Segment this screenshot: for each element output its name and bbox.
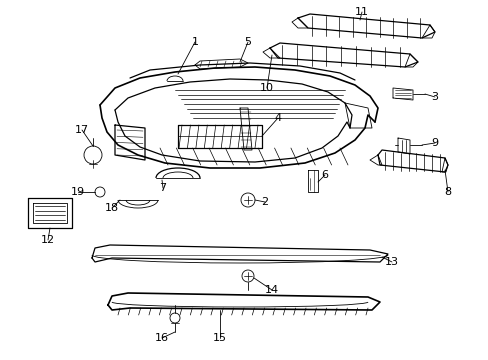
Text: 13: 13 xyxy=(384,257,398,267)
Text: 14: 14 xyxy=(264,285,279,295)
Text: 11: 11 xyxy=(354,7,368,17)
Text: 1: 1 xyxy=(191,37,198,47)
Text: 7: 7 xyxy=(159,183,166,193)
Text: 3: 3 xyxy=(430,92,438,102)
Text: 8: 8 xyxy=(444,187,450,197)
Text: 17: 17 xyxy=(75,125,89,135)
Text: 2: 2 xyxy=(261,197,268,207)
Text: 15: 15 xyxy=(213,333,226,343)
Text: 10: 10 xyxy=(260,83,273,93)
Text: 6: 6 xyxy=(321,170,328,180)
Text: 4: 4 xyxy=(274,113,281,123)
Text: 9: 9 xyxy=(430,138,438,148)
Text: 18: 18 xyxy=(105,203,119,213)
Text: 12: 12 xyxy=(41,235,55,245)
Text: 5: 5 xyxy=(244,37,251,47)
Text: 19: 19 xyxy=(71,187,85,197)
Text: 16: 16 xyxy=(155,333,169,343)
